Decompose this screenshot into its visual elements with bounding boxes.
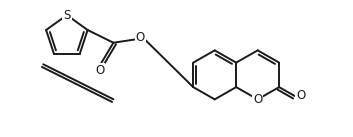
Text: S: S (63, 9, 71, 22)
Text: O: O (95, 64, 104, 77)
Text: O: O (136, 31, 145, 44)
Text: O: O (253, 93, 262, 106)
Text: O: O (296, 89, 305, 102)
